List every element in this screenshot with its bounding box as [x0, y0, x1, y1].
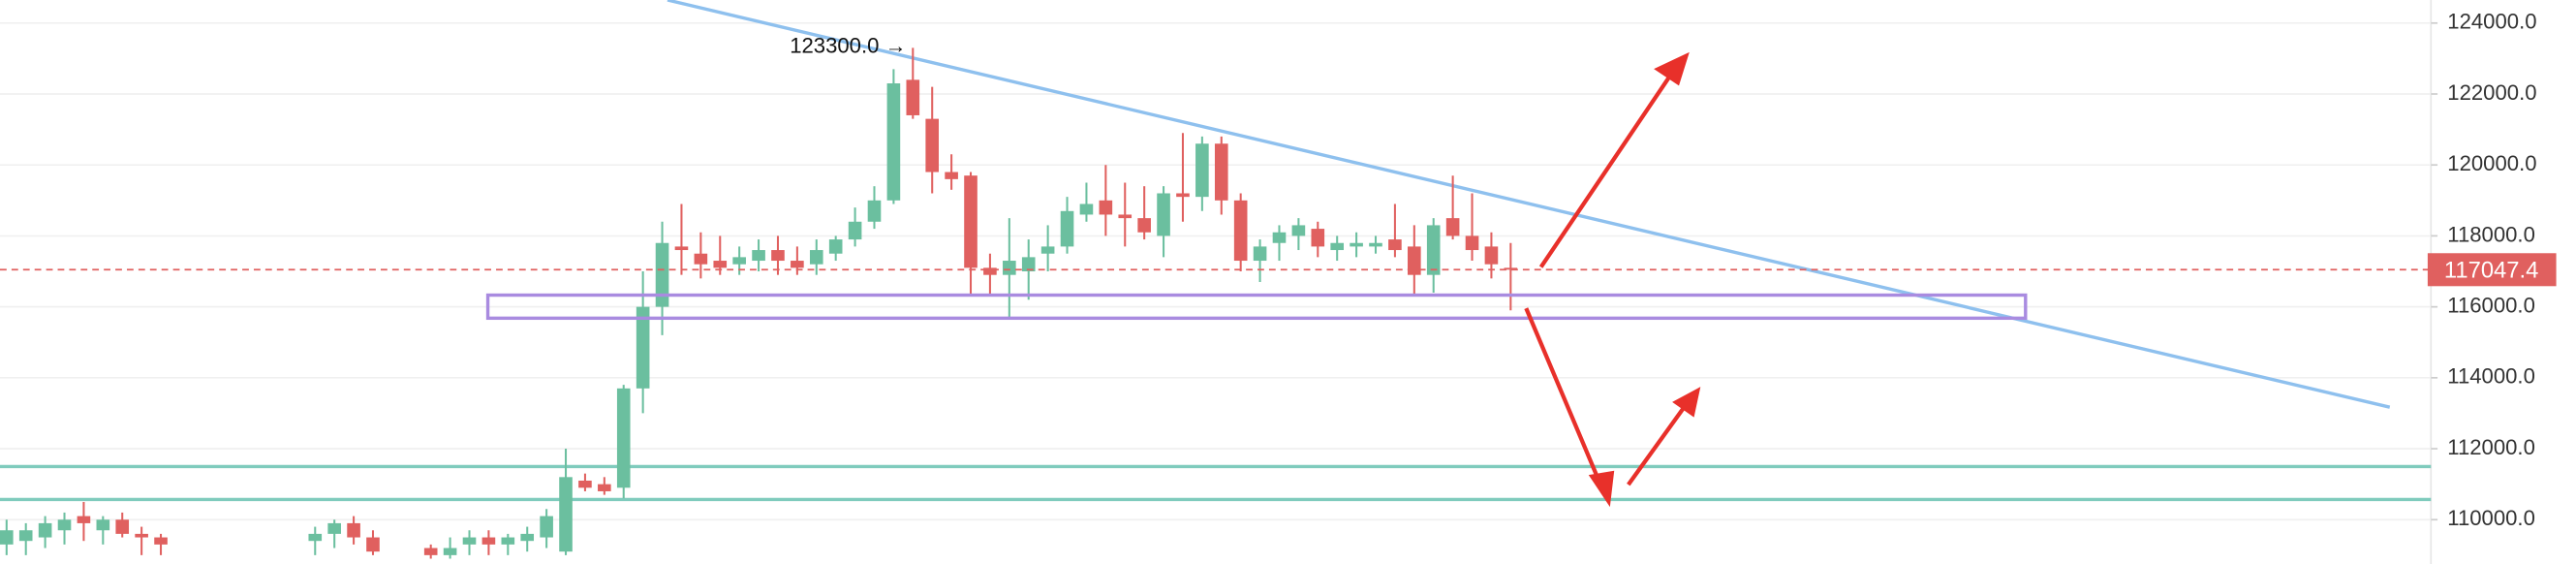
candle-body: [1195, 143, 1209, 198]
arrow-head: [1654, 51, 1690, 86]
candles: [0, 47, 1518, 559]
arrow: [1524, 307, 1604, 489]
candle-body: [1272, 232, 1287, 243]
candle-body: [1253, 246, 1267, 262]
candle-body: [1079, 204, 1094, 215]
candle-body: [57, 519, 72, 531]
candle-body: [0, 530, 14, 545]
last-price-label: 117047.4: [2444, 257, 2538, 283]
candle-body: [1003, 261, 1016, 275]
arrow: [1538, 68, 1677, 268]
candle-body: [791, 261, 804, 268]
candle-body: [1426, 225, 1441, 275]
candle-body: [655, 242, 669, 307]
overlay: 117047.4 123300.0 →: [0, 33, 2557, 287]
candle-body: [1060, 210, 1074, 247]
arrow-head: [1672, 387, 1701, 418]
candle-body: [1369, 242, 1382, 247]
y-tick-label: 116000.0: [2447, 293, 2535, 317]
candle-body: [867, 200, 882, 222]
candle-body: [983, 267, 997, 275]
candle-body: [462, 537, 477, 545]
candle-body: [1040, 246, 1055, 254]
candle-body: [540, 516, 553, 538]
y-tick-label: 122000.0: [2447, 80, 2536, 105]
candle-body: [1021, 257, 1036, 272]
candle-body: [1408, 246, 1421, 275]
candle-body: [1214, 143, 1228, 201]
candle-body: [809, 250, 823, 265]
candle-body: [327, 522, 341, 534]
candle-body: [1388, 239, 1402, 251]
grid: 110000.0 112000.0 114000.0 116000.0 118000.0…: [0, 10, 2537, 530]
candle-body: [578, 480, 592, 488]
candle-body: [848, 221, 862, 240]
candle-body: [154, 537, 168, 545]
y-tick-label: 118000.0: [2447, 222, 2535, 246]
candle-body: [347, 522, 360, 538]
candle-body: [1465, 235, 1479, 251]
y-tick-label: 120000.0: [2447, 151, 2536, 175]
candle-body: [1176, 193, 1190, 198]
range-zone: [485, 293, 2028, 321]
candle-body: [1157, 193, 1170, 236]
candle-body: [443, 548, 457, 555]
candle-body: [886, 83, 901, 201]
y-tick-label: 112000.0: [2447, 435, 2535, 459]
candle-body: [1233, 200, 1248, 262]
candle-body: [694, 253, 708, 265]
arrow: [1627, 400, 1690, 486]
candle-body: [964, 175, 978, 268]
candle-body: [771, 250, 785, 262]
trend-line: [667, 0, 2391, 409]
candle-body: [481, 537, 496, 545]
candle-body: [713, 261, 728, 268]
candle-body: [616, 388, 631, 488]
candle-body: [732, 257, 746, 265]
candle-body: [1291, 225, 1306, 236]
candle-body: [520, 533, 535, 542]
candle-body: [828, 239, 843, 254]
candle-body: [308, 533, 323, 542]
candle-body: [1350, 242, 1363, 247]
candle-body: [925, 118, 940, 172]
candle-body: [38, 522, 52, 538]
candle-body: [96, 519, 110, 531]
annotation: 123300.0 →: [790, 33, 906, 57]
arrows: [1524, 51, 1701, 508]
candle-body: [752, 250, 765, 262]
candle-body: [598, 484, 611, 491]
last-price-box: [2427, 253, 2557, 287]
candle-body: [906, 79, 920, 115]
candle-body: [1099, 200, 1113, 215]
candle-body: [1330, 242, 1345, 251]
candle-body: [945, 172, 958, 179]
candle-body: [1484, 246, 1499, 265]
candle-body: [366, 537, 380, 552]
candle-body: [77, 516, 91, 523]
candle-body: [674, 246, 689, 251]
y-tick-label: 124000.0: [2447, 10, 2536, 34]
candle-body: [135, 533, 148, 538]
y-tick-label: 110000.0: [2447, 506, 2535, 530]
candle-body: [1311, 229, 1325, 247]
candle-body: [18, 530, 33, 542]
candle-body: [1445, 218, 1460, 236]
arrow-head: [1588, 470, 1615, 508]
candle-body: [1504, 267, 1518, 270]
candle-body: [1137, 218, 1151, 233]
y-tick-label: 114000.0: [2447, 364, 2535, 389]
candle-body: [559, 477, 573, 552]
candle-body: [1118, 214, 1133, 219]
candle-body: [423, 548, 438, 555]
candle-body: [115, 519, 130, 534]
candle-body: [636, 306, 650, 389]
candle-body: [501, 537, 515, 545]
